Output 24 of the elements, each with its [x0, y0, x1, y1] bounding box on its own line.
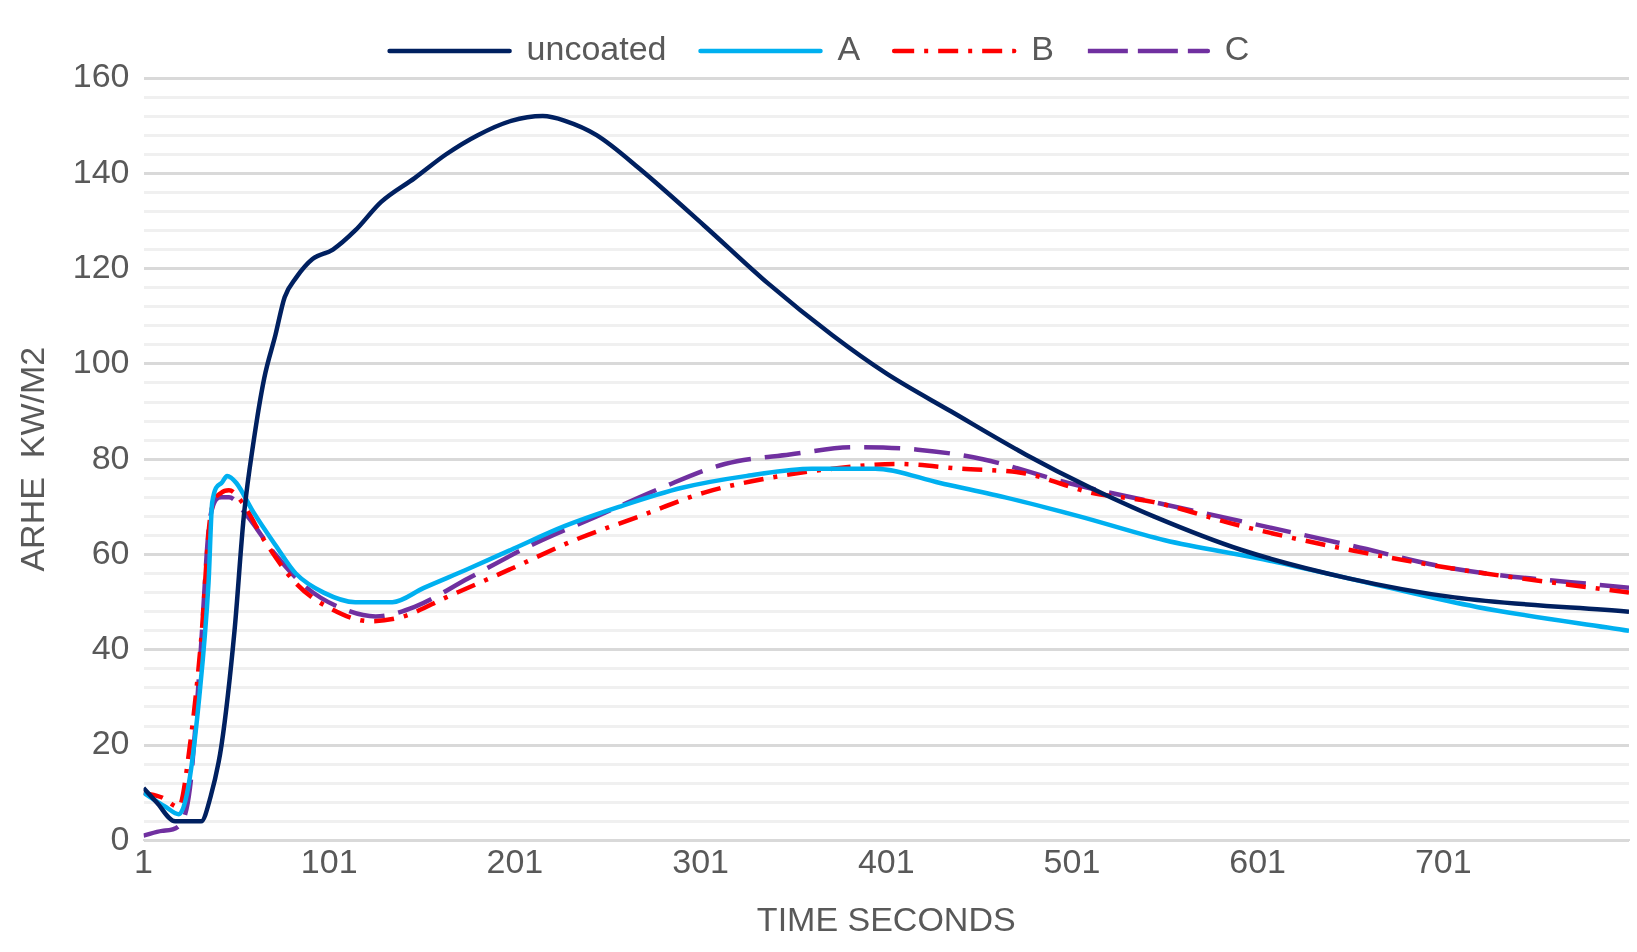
y-tick-label: 160 [72, 56, 130, 95]
x-tick-label: 401 [857, 842, 915, 881]
legend-label: B [1031, 29, 1054, 68]
y-axis-title: ARHE KW/M2 [12, 346, 51, 572]
y-tick-label: 100 [72, 342, 130, 381]
x-tick-label: 201 [486, 842, 544, 881]
x-axis-title: TIME SECONDS [756, 899, 1016, 938]
y-tick-label: 60 [91, 532, 130, 571]
x-tick-label: 701 [1414, 842, 1472, 881]
y-tick-label: 80 [91, 437, 130, 476]
legend-label: A [837, 29, 861, 68]
x-tick-label: 501 [1043, 842, 1101, 881]
y-tick-label: 120 [72, 246, 130, 285]
y-tick-label: 140 [72, 151, 130, 190]
y-tick-label: 20 [91, 723, 130, 762]
line-series [143, 113, 1629, 824]
x-tick-label: 101 [300, 842, 358, 881]
x-tick-label: 601 [1229, 842, 1286, 881]
x-tick-label: 301 [672, 842, 729, 881]
y-tick-label: 40 [91, 628, 130, 667]
legend-label: uncoated [526, 29, 667, 68]
y-tick-label: 0 [110, 818, 130, 857]
x-tick-label: 1 [134, 842, 153, 881]
legend-label: C [1224, 29, 1250, 68]
